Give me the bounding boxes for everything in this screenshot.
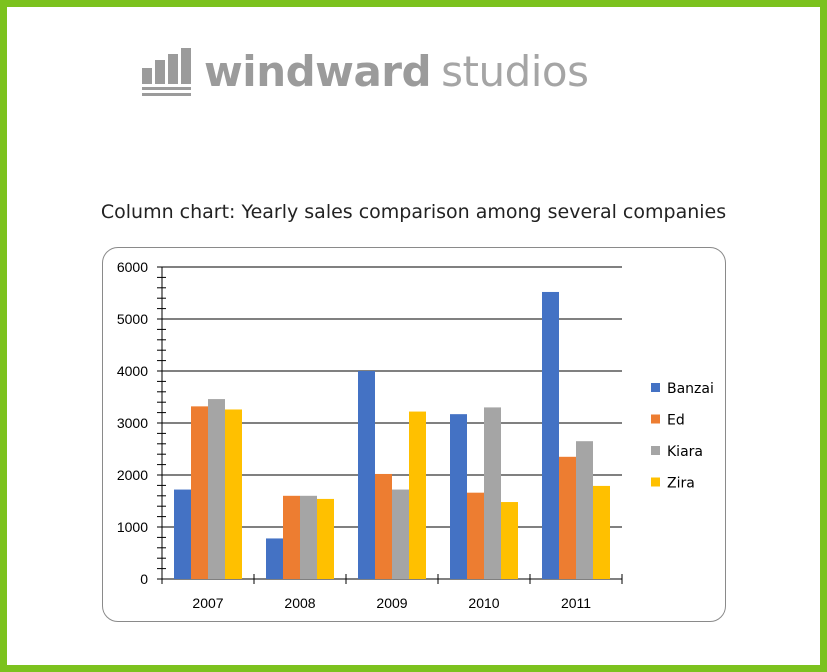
bar-banzai-2009 <box>358 371 375 579</box>
bar-chart-logo-icon <box>142 48 191 96</box>
bar-zira-2010 <box>501 502 518 579</box>
bar-banzai-2008 <box>266 538 283 579</box>
bar-zira-2009 <box>409 411 426 579</box>
y-tick-label: 1000 <box>117 519 148 535</box>
y-tick-label: 6000 <box>117 259 148 275</box>
logo-word-bold: windward <box>204 47 432 96</box>
y-tick-label: 3000 <box>117 415 148 431</box>
bar-kiara-2009 <box>392 489 409 579</box>
x-tick-label: 2010 <box>468 595 499 611</box>
x-tick-label: 2011 <box>561 595 591 611</box>
bar-zira-2011 <box>593 485 610 579</box>
column-chart: 0 1000 2000 3000 4000 5000 6000 2007 2008 2009 201… <box>117 259 714 611</box>
legend-swatch-zira <box>651 477 660 487</box>
bar-ed-2011 <box>559 456 576 579</box>
legend-label-ed: Ed <box>667 413 685 429</box>
windward-studios-logo: windward studios <box>140 44 589 100</box>
chart-container: 0 1000 2000 3000 4000 5000 6000 2007 2008 2009 201… <box>102 247 726 622</box>
logo-word-light: studios <box>441 47 589 96</box>
legend-label-kiara: Kiara <box>667 444 703 460</box>
bar-banzai-2007 <box>174 489 191 579</box>
legend-swatch-banzai <box>651 383 660 392</box>
y-tick-label: 0 <box>140 571 148 587</box>
x-tick-label: 2007 <box>192 595 223 611</box>
x-tick-label: 2009 <box>376 595 407 611</box>
bar-banzai-2010 <box>450 414 467 579</box>
bar-kiara-2011 <box>576 441 593 579</box>
bar-ed-2008 <box>283 495 300 579</box>
bar-banzai-2011 <box>542 291 559 579</box>
chart-title: Column chart: Yearly sales comparison am… <box>100 201 727 223</box>
y-tick-label: 5000 <box>117 311 148 327</box>
y-tick-label: 4000 <box>117 363 148 379</box>
legend-label-zira: Zira <box>667 476 695 492</box>
legend-label-banzai: Banzai <box>667 381 714 397</box>
bar-zira-2007 <box>225 409 242 579</box>
bar-ed-2007 <box>191 406 208 579</box>
legend-swatch-ed <box>651 414 660 424</box>
x-tick-label: 2008 <box>284 595 315 611</box>
logo-wordmark: windward studios <box>204 51 589 93</box>
bar-ed-2009 <box>375 473 392 579</box>
y-tick-label: 2000 <box>117 467 148 483</box>
bar-kiara-2010 <box>484 407 501 579</box>
bar-ed-2010 <box>467 492 484 579</box>
bar-kiara-2007 <box>208 399 225 579</box>
bar-zira-2008 <box>317 498 334 579</box>
legend-swatch-kiara <box>651 446 660 455</box>
bar-kiara-2008 <box>300 495 317 579</box>
